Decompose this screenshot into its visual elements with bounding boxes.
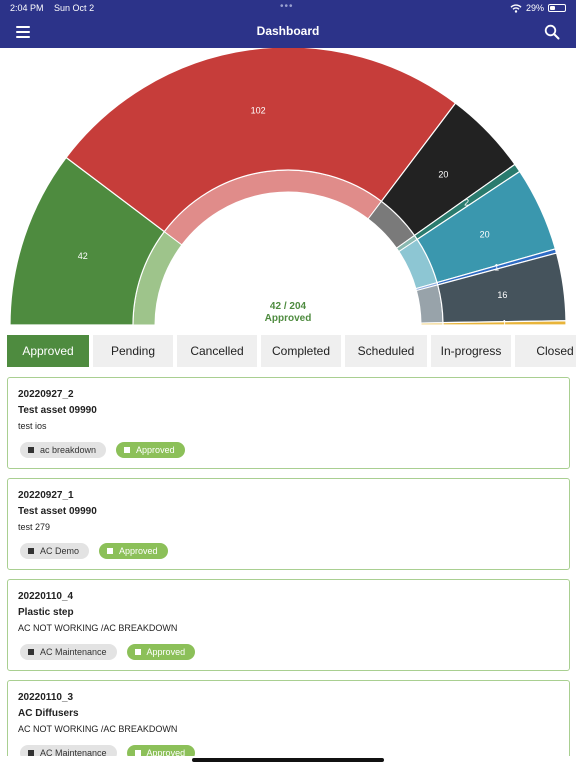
tab-in-progress[interactable]: In-progress: [431, 335, 511, 367]
multitask-dots[interactable]: •••: [280, 1, 294, 12]
chart-slice-label-3: 2: [464, 198, 469, 208]
chart-slice-label-2: 20: [438, 169, 448, 179]
request-id: 20220110_3: [18, 692, 74, 703]
battery-percent: 29%: [525, 3, 544, 13]
tab-cancelled[interactable]: Cancelled: [177, 335, 257, 367]
status-label: Approved: [146, 647, 186, 657]
request-description: AC NOT WORKING /AC BREAKDOWN: [18, 623, 178, 633]
chart-center-value: 42 / 204: [269, 301, 307, 312]
category-chip[interactable]: AC Maintenance: [20, 644, 117, 660]
status-label: Approved: [136, 445, 175, 455]
category-chip[interactable]: AC Demo: [20, 543, 90, 559]
request-card[interactable]: 20220110_3 AC Diffusers AC NOT WORKING /…: [7, 680, 570, 756]
chart-slice-inner-7: [420, 322, 444, 326]
chart-slice-1[interactable]: [65, 48, 457, 233]
chart-slice-label-4: 20: [480, 230, 490, 240]
menu-icon[interactable]: [16, 26, 30, 38]
status-donut-chart: 42 102 20 2 20 1 16 1: [9, 48, 567, 328]
category-label: AC Maintenance: [40, 647, 107, 657]
request-list: 20220927_2 Test asset 09990 test ios ac …: [0, 376, 576, 756]
square-icon: [28, 548, 34, 554]
category-chip[interactable]: ac breakdown: [20, 442, 107, 458]
page-title: Dashboard: [256, 24, 320, 38]
asset-name: Test asset 09990: [18, 405, 97, 416]
status-badge[interactable]: Approved: [116, 442, 185, 458]
request-description: test 279: [18, 522, 51, 532]
app-bar: Dashboard: [0, 16, 576, 48]
status-tabs: Approved Pending Cancelled Completed Sch…: [0, 335, 576, 368]
chart-slice-label-1: 102: [251, 106, 266, 116]
request-id: 20220927_1: [18, 490, 74, 501]
chart-slice-label-0: 42: [78, 251, 88, 261]
tab-pending[interactable]: Pending: [93, 335, 173, 367]
tab-scheduled[interactable]: Scheduled: [345, 335, 427, 367]
chart-slice-label-6: 16: [497, 290, 507, 300]
chart-slice-7[interactable]: [442, 320, 567, 326]
square-icon: [107, 548, 114, 554]
square-icon: [28, 750, 34, 756]
home-indicator[interactable]: [192, 758, 384, 762]
chart-slice-label-5: 1: [494, 262, 499, 272]
tab-closed[interactable]: Closed: [515, 335, 576, 367]
category-chip[interactable]: AC Maintenance: [20, 745, 117, 756]
request-description: AC NOT WORKING /AC BREAKDOWN: [18, 724, 178, 734]
request-id: 20220110_4: [18, 591, 74, 602]
asset-name: Plastic step: [18, 607, 74, 618]
status-date: Sun Oct 2: [54, 3, 95, 13]
status-badge[interactable]: Approved: [126, 644, 196, 660]
asset-name: Test asset 09990: [18, 506, 97, 517]
square-icon: [28, 447, 34, 453]
request-card[interactable]: 20220110_4 Plastic step AC NOT WORKING /…: [7, 579, 570, 671]
square-icon: [28, 649, 34, 655]
status-badge[interactable]: Approved: [99, 543, 168, 559]
square-icon: [134, 649, 141, 655]
category-label: AC Demo: [40, 546, 80, 556]
status-bar: 2:04 PM Sun Oct 2 ••• 29%: [0, 0, 576, 16]
request-description: test ios: [18, 421, 47, 431]
tab-approved[interactable]: Approved: [7, 335, 89, 367]
request-card[interactable]: 20220927_1 Test asset 09990 test 279 AC …: [7, 478, 570, 570]
status-time: 2:04 PM: [10, 3, 44, 13]
status-label: Approved: [146, 748, 186, 756]
category-label: AC Maintenance: [40, 748, 107, 756]
request-id: 20220927_2: [18, 389, 74, 400]
status-badge[interactable]: Approved: [126, 745, 196, 756]
wifi-icon: [510, 3, 522, 13]
square-icon: [124, 447, 131, 453]
search-icon[interactable]: [544, 24, 560, 40]
chart-slice-label-7: 1: [502, 318, 507, 328]
asset-name: AC Diffusers: [18, 708, 79, 719]
tab-completed[interactable]: Completed: [261, 335, 341, 367]
status-label: Approved: [119, 546, 158, 556]
category-label: ac breakdown: [40, 445, 97, 455]
request-card[interactable]: 20220927_2 Test asset 09990 test ios ac …: [7, 377, 570, 469]
battery-icon: [548, 4, 566, 12]
chart-center-label: Approved: [264, 313, 312, 324]
square-icon: [134, 750, 141, 756]
